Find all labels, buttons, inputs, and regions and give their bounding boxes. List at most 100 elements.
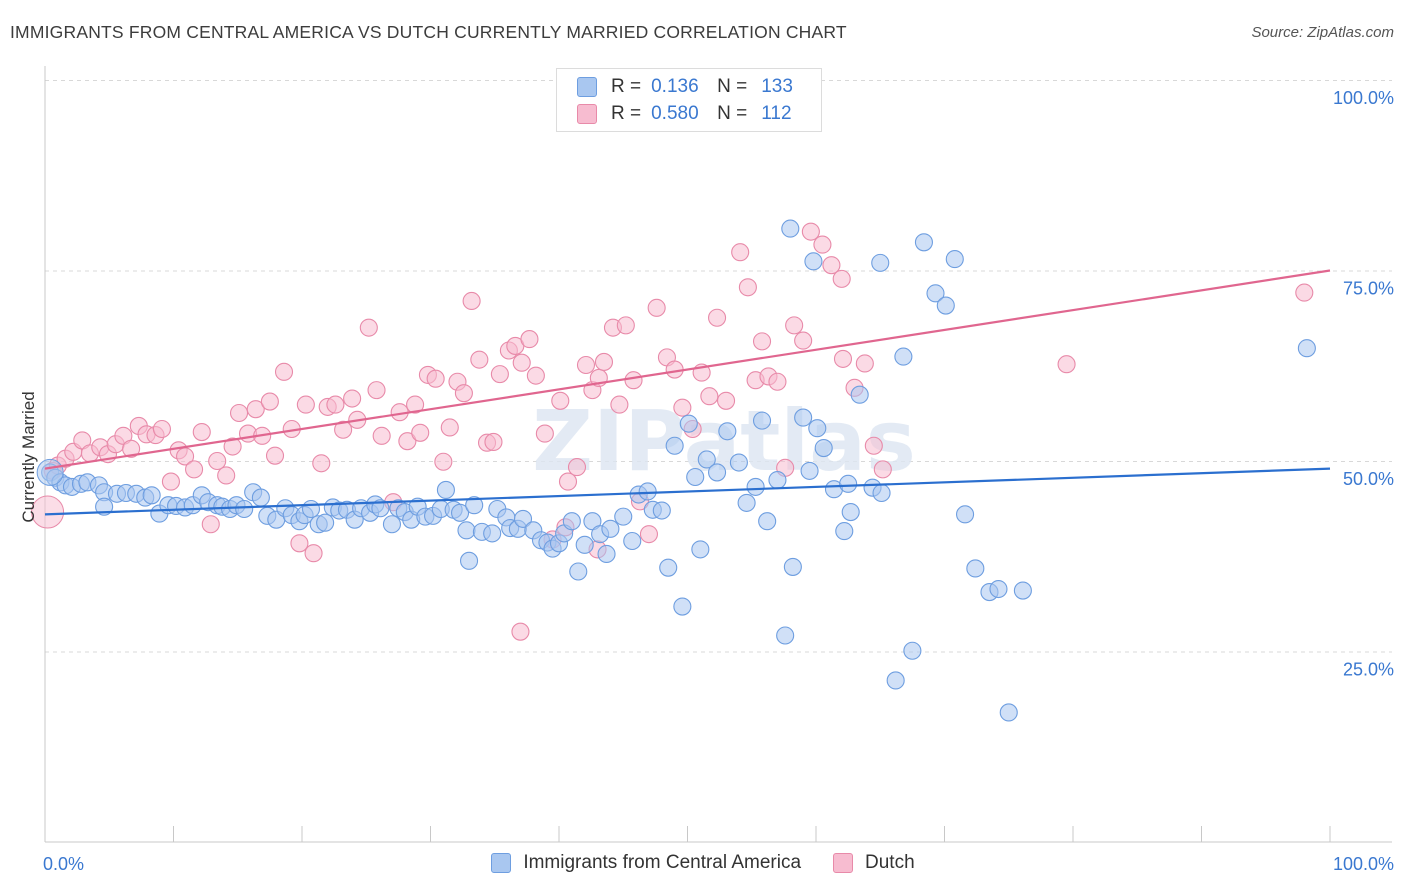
- dutch-point: [673, 398, 692, 417]
- legend-label: Immigrants from Central America: [523, 852, 802, 873]
- legend-n-value: 133: [761, 76, 793, 97]
- dutch-point: [558, 472, 578, 491]
- central-america-point: [679, 414, 698, 433]
- dutch-point: [208, 451, 227, 471]
- legend-r-label: R =: [611, 76, 642, 97]
- dutch-point: [768, 372, 787, 391]
- dutch-point: [192, 422, 211, 442]
- dutch-point: [312, 454, 331, 473]
- dutch-point: [1295, 283, 1314, 302]
- dutch-point: [152, 419, 171, 439]
- central-america-point: [652, 501, 671, 520]
- central-america-point: [794, 408, 813, 427]
- central-america-point: [597, 544, 616, 564]
- legend-n-label: N =: [717, 76, 748, 97]
- dutch-point: [512, 353, 531, 372]
- central-america-point: [451, 503, 470, 522]
- central-america-point: [752, 411, 772, 430]
- dutch-point: [367, 381, 386, 400]
- central-america-point: [903, 641, 922, 660]
- legend-row-central-america: R = 0.136 N = 133: [577, 75, 793, 99]
- central-america-point: [36, 458, 64, 486]
- dutch-point: [296, 395, 315, 414]
- central-america-point: [850, 385, 869, 404]
- central-america-point: [569, 562, 588, 581]
- dutch-point: [185, 460, 204, 479]
- central-america-point: [614, 507, 633, 526]
- dutch-point: [785, 316, 804, 335]
- central-america-point: [758, 512, 777, 531]
- central-america-point: [894, 347, 913, 366]
- source-label: Source: ZipAtlas.com: [1251, 24, 1394, 41]
- central-america-point: [768, 470, 787, 490]
- central-america-point: [382, 515, 402, 534]
- central-america-point: [251, 488, 270, 507]
- y-axis-label: Currently Married: [19, 391, 38, 522]
- central-america-point: [886, 671, 905, 690]
- central-america-point: [718, 422, 737, 441]
- central-america-point: [804, 252, 823, 271]
- dutch-point: [406, 395, 425, 414]
- legend-swatch-blue: [577, 77, 597, 97]
- gridlines: [45, 80, 1392, 653]
- dutch-point: [624, 371, 643, 390]
- dutch-point: [551, 391, 570, 410]
- dutch-point: [411, 423, 430, 442]
- dutch-point: [752, 332, 772, 351]
- dutch-point: [794, 331, 813, 350]
- central-america-point: [95, 497, 114, 516]
- stats-legend: R = 0.136 N = 133 R = 0.580 N = 112: [556, 68, 822, 132]
- central-america-point: [436, 480, 455, 500]
- series-legend: Immigrants from Central America Dutch: [0, 852, 1406, 874]
- y-tick-label: 25.0%: [1343, 660, 1394, 680]
- central-america-point: [465, 496, 484, 515]
- central-america-point: [729, 453, 748, 472]
- central-america-point: [235, 499, 254, 519]
- y-tick-label: 100.0%: [1333, 88, 1394, 108]
- trend-lines: [44, 269, 1331, 516]
- dutch-point: [470, 350, 489, 369]
- central-america-point: [776, 626, 795, 645]
- dutch-point: [161, 472, 180, 491]
- central-america-point: [781, 219, 800, 238]
- dutch-point: [290, 534, 309, 553]
- central-america-point: [800, 461, 819, 480]
- dutch-point: [462, 291, 481, 311]
- central-america-point: [835, 522, 854, 541]
- central-america-point: [708, 463, 727, 482]
- dutch-point: [639, 525, 659, 544]
- dutch-point: [326, 395, 345, 414]
- central-america-point: [966, 559, 985, 578]
- dutch-point: [855, 354, 874, 373]
- dutch-point: [647, 298, 666, 317]
- central-america-point: [601, 519, 620, 538]
- central-america-point: [575, 535, 594, 554]
- central-america-point: [839, 474, 858, 493]
- dutch-point: [260, 392, 279, 411]
- dutch-point: [511, 622, 530, 641]
- dutch-point: [122, 439, 141, 458]
- central-america-point: [483, 524, 502, 543]
- central-america-point: [562, 512, 581, 531]
- central-america-point: [623, 531, 642, 551]
- tick-labels: 25.0% 50.0% 75.0% 100.0% 0.0% 100.0%: [43, 88, 1394, 874]
- x-tick-label-min: 0.0%: [43, 854, 84, 874]
- central-america-point: [936, 296, 955, 315]
- chart-title: IMMIGRANTS FROM CENTRAL AMERICA VS DUTCH…: [10, 22, 847, 42]
- legend-label: Dutch: [865, 852, 915, 873]
- dutch-point: [716, 391, 736, 410]
- legend-item-dutch[interactable]: Dutch: [833, 852, 915, 874]
- dutch-point: [873, 460, 892, 479]
- legend-r-value: 0.580: [651, 103, 699, 124]
- central-america-point: [872, 483, 891, 503]
- dutch-point: [594, 352, 614, 371]
- central-america-point: [301, 499, 321, 519]
- dutch-point: [822, 256, 841, 275]
- dutch-point: [1057, 355, 1076, 374]
- central-america-point: [783, 557, 802, 576]
- central-america-point: [697, 450, 716, 469]
- legend-item-central-america[interactable]: Immigrants from Central America: [491, 852, 801, 874]
- dutch-point: [490, 365, 509, 384]
- central-america-point: [142, 486, 161, 505]
- legend-r-label: R =: [611, 103, 642, 124]
